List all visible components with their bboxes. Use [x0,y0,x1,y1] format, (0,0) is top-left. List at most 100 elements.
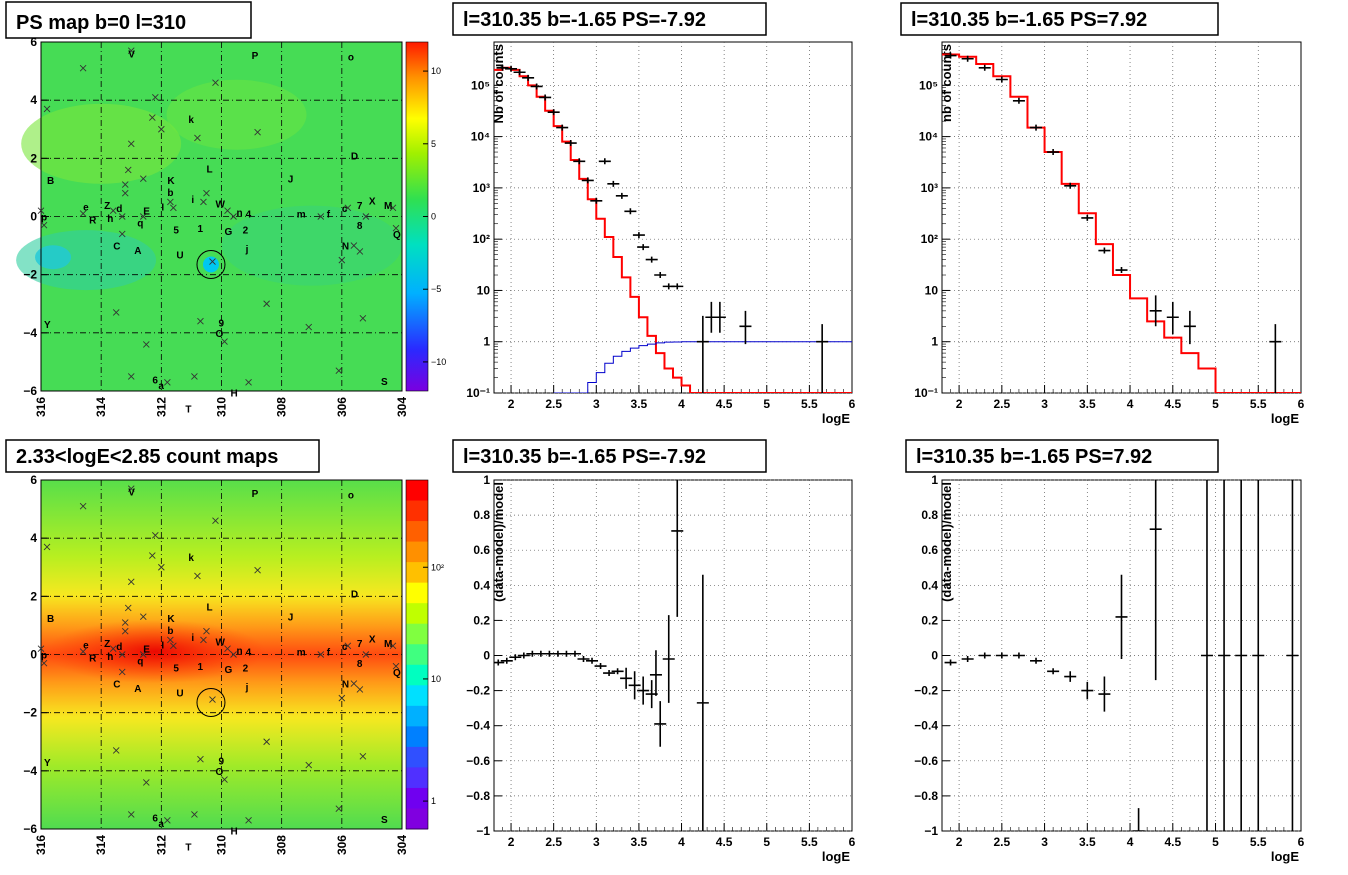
source-cross-marker [112,747,120,754]
title-resid-neg: l=310.35 b=-1.65 PS=-7.92 [452,439,767,473]
x-tick-label: 4.5 [1164,835,1181,849]
source-label: Y [44,320,51,331]
source-label: U [176,688,183,699]
y-tick-label: −0.6 [466,754,490,768]
source-label: Q [393,668,401,679]
data-point [594,663,607,670]
data-point [1269,324,1282,393]
source-cross-marker [197,317,204,325]
source-label: D [351,589,358,600]
x-tick-label: 5.5 [1250,397,1267,411]
source-cross-marker [79,210,87,217]
x-tick-label: 2.5 [545,397,562,411]
title-resid-pos-box [905,439,1219,473]
source-label: O [215,767,223,778]
colorbar-step [406,603,428,625]
source-cross-marker [200,198,207,206]
y-tick-label: 10⁻¹ [914,386,938,400]
source-label: d [116,642,122,653]
x-tick-label: 2 [508,835,515,849]
source-cross-marker [142,341,150,348]
source-cross-marker [121,619,129,626]
colorbar-step [406,767,428,789]
y-tick-label: 10 [925,283,939,297]
data-point [995,652,1008,659]
source-label: h [107,214,113,225]
source-label: N [342,680,349,691]
data-point [1081,681,1094,700]
map-y-tick-label: 0 [30,648,37,662]
plot-area [944,480,1299,831]
data-point [517,652,530,659]
source-cross-marker [362,651,370,658]
colorbar-step [406,685,428,707]
y-tick-label: 10 [477,283,491,297]
source-cross-marker [118,668,126,676]
source-label: 2 [243,226,249,237]
map-x-tick-label: 310 [215,835,229,855]
x-tick-label: 5 [763,835,770,849]
source-label: H [231,388,238,399]
x-tick-label: 5 [1212,397,1219,411]
source-cross-marker [335,805,343,812]
x-tick-label: 3 [1041,397,1048,411]
source-cross-marker [245,378,252,386]
source-cross-marker [139,175,147,183]
x-axis-label: logE [1271,849,1299,864]
data-point [624,208,637,215]
data-point [637,676,650,705]
plot-area [942,52,1301,393]
data-point [1183,310,1196,345]
data-point [978,64,991,71]
colorbar-step [406,623,428,645]
source-label: 9 [219,319,225,330]
source-cross-marker [121,627,129,635]
map-y-tick-label: −2 [23,268,37,282]
source-circle [196,687,226,717]
data-point [496,64,509,71]
y-tick-label: −0.8 [466,789,490,803]
data-point [522,74,535,81]
source-label: U [176,250,183,261]
source-label: h [107,652,113,663]
title-spec-neg: l=310.35 b=-1.65 PS=-7.92 [452,2,767,36]
data-point [620,667,633,689]
source-cross-marker [197,755,204,763]
data-point [671,283,684,290]
title-spec-pos-box [900,2,1219,36]
source-label: f [327,648,331,659]
y-tick-label: 0.8 [473,508,490,522]
x-tick-label: 3 [593,835,600,849]
colorbar-tick-label: 0 [431,212,436,222]
title-spec-neg-text: l=310.35 b=-1.65 PS=-7.92 [463,9,706,31]
y-tick-label: 0 [483,649,490,663]
map-x-tick-label: 312 [154,835,168,855]
source-cross-marker [158,563,165,571]
title-spec-pos-text: l=310.35 b=-1.65 PS=7.92 [911,9,1147,31]
data-point [628,671,641,700]
source-label: m [297,648,306,659]
source-label: k [188,115,194,126]
source-label: p [41,213,47,224]
colorbar-step [406,808,428,830]
data-point [1098,676,1111,712]
y-axis-label: (data-model)/model [939,482,954,602]
source-cross-marker [356,686,364,693]
source-label: X [369,635,376,646]
source-label: a [158,819,164,830]
source-label: S [381,377,388,388]
data-point [1252,480,1265,831]
map-x-tick-label: 306 [335,835,349,855]
source-cross-marker [191,811,198,818]
data-point [611,668,624,675]
source-label: 7 [357,201,363,212]
source-cross-marker [203,189,210,197]
source-cross-marker [338,256,346,264]
data-point [1132,808,1145,831]
x-tick-label: 4.5 [716,397,733,411]
source-cross-marker [127,485,135,493]
x-tick-label: 4 [678,397,685,411]
source-cross-marker [118,230,126,238]
